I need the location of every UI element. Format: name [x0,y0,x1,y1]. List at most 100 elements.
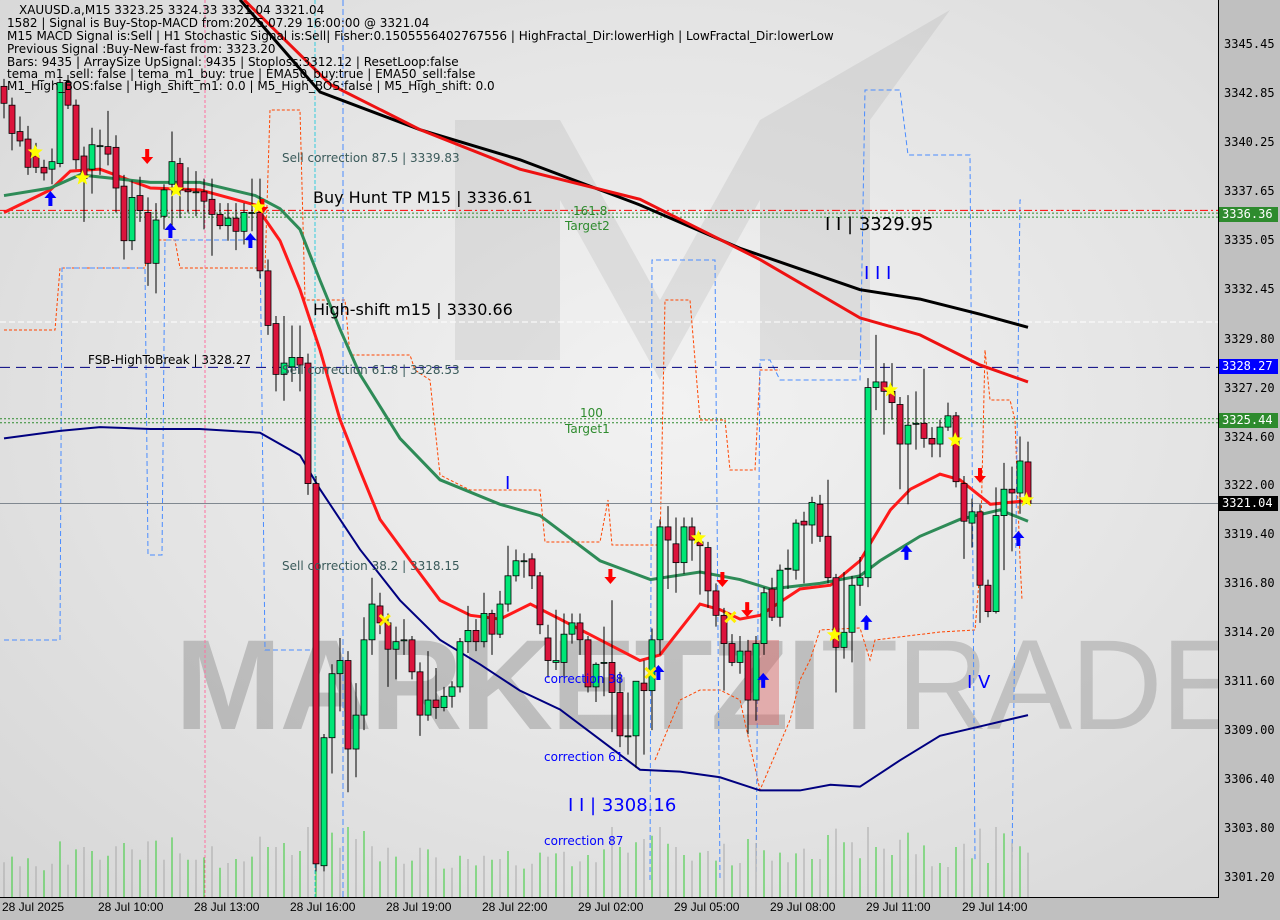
label-correction-87: correction 87 [544,834,624,848]
bull-candle-body [840,631,848,648]
label-wave-3: I I I [864,263,892,284]
candle [848,575,856,663]
bull-candle-body [512,560,520,577]
candle [528,553,536,589]
star-icon [250,199,266,214]
candle [376,592,384,635]
candle [736,636,744,674]
info-line-2: M15 MACD Signal is:Sell | H1 Stochastic … [7,29,834,43]
candle [784,549,792,589]
label-sell-correction-87: Sell correction 87.5 | 3339.83 [282,151,460,165]
candle [280,316,288,401]
candle [584,636,592,693]
bull-candle-body [1016,460,1024,494]
price-level-tag: 3336.36 [1219,207,1278,223]
label-high-shift: High-shift m15 | 3330.66 [313,300,513,319]
star-icon [826,626,842,642]
bear-candle-body [432,699,440,708]
bear-candle-body [144,212,152,264]
candle [336,637,344,712]
bear-candle-body [120,185,128,242]
bear-candle-body [816,503,824,537]
time-tick-label: 29 Jul 14:00 [962,900,1028,914]
candle [704,541,712,608]
chart-plot-area[interactable]: MARKETZITRADE XAUUSD.a,M15 3323.25 3324.… [0,0,1219,898]
candle [776,564,784,627]
bear-candle-body [800,520,808,526]
star-icon [690,530,706,545]
candle [456,637,464,693]
bull-candle-body [48,161,56,170]
price-level-tag: 3321.04 [1219,495,1278,511]
label-sell-correction-38: Sell correction 38.2 | 3318.15 [282,559,460,573]
candle [96,129,104,175]
bear-candle-body [184,189,192,193]
bear-candle-body [712,590,720,616]
candle [344,651,352,793]
candle [328,664,336,774]
candle [8,97,16,151]
candles [0,75,1032,872]
candle [256,178,264,279]
candle [960,476,968,559]
bear-candle-body [344,660,352,750]
candle [608,600,616,733]
candle [968,498,976,548]
candle [120,174,128,260]
candle [424,651,432,721]
bull-candle-body [328,673,336,739]
candle [464,605,472,653]
candle [640,660,648,755]
bear-candle-body [976,511,984,586]
bear-candle-body [672,543,680,564]
candle [64,75,72,109]
moving-averages [3,0,1029,792]
bear-candle-body [728,643,736,663]
time-tick-label: 29 Jul 08:00 [770,900,836,914]
candle [208,178,216,256]
bear-candle-body [24,138,32,168]
bear-candle-body [208,198,216,215]
candle [904,395,912,505]
bear-candle-body [416,671,424,716]
candle [744,639,752,734]
bull-candle-body [456,641,464,688]
bear-candle-body [584,639,592,688]
info-line-1: 1582 | Signal is Buy-Stop-MACD from:2025… [7,16,430,30]
candle [576,613,584,655]
candle [656,519,664,655]
bear-candle-body [616,692,624,737]
candle [48,148,56,185]
buy-arrow-icon [900,544,913,560]
bull-candle-body [632,680,640,737]
candle [984,579,992,618]
bear-candle-body [304,362,312,484]
candle [192,171,200,217]
bear-candle-body [472,630,480,643]
volume-bars [3,827,1029,897]
signal-markers [27,144,1034,688]
bear-candle-body [896,404,904,445]
candle [768,577,776,621]
buy-arrow-icon [164,222,177,238]
cross-icon [644,666,657,680]
price-tick-label: 3319.40 [1224,527,1275,542]
bull-candle-body [968,511,976,524]
logo-watermark [455,10,950,380]
price-tick-label: 3329.80 [1224,331,1275,346]
cross-icon [724,610,737,624]
label-target2: Target2 [565,219,610,233]
watermark-bold: MARKETZI [175,614,822,757]
candle [1008,466,1016,552]
candle [40,159,48,181]
candle [976,504,984,623]
candle [224,203,232,241]
bear-candle-body [832,577,840,648]
candle [128,180,136,251]
bull-candle-body [248,212,256,214]
bull-candle-body [936,426,944,445]
candle [600,626,608,697]
bear-candle-body [640,682,648,692]
line-ema_mid [3,173,1029,591]
candle [808,496,816,544]
